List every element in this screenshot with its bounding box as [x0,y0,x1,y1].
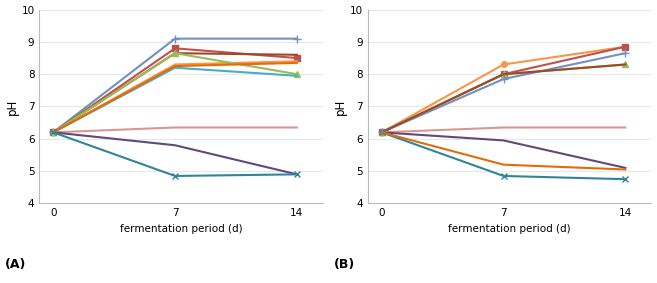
X-axis label: fermentation period (d): fermentation period (d) [448,224,571,234]
Text: (A): (A) [5,258,27,271]
Y-axis label: pH: pH [5,98,18,115]
X-axis label: fermentation period (d): fermentation period (d) [120,224,242,234]
Text: (B): (B) [334,258,355,271]
Y-axis label: pH: pH [334,98,347,115]
